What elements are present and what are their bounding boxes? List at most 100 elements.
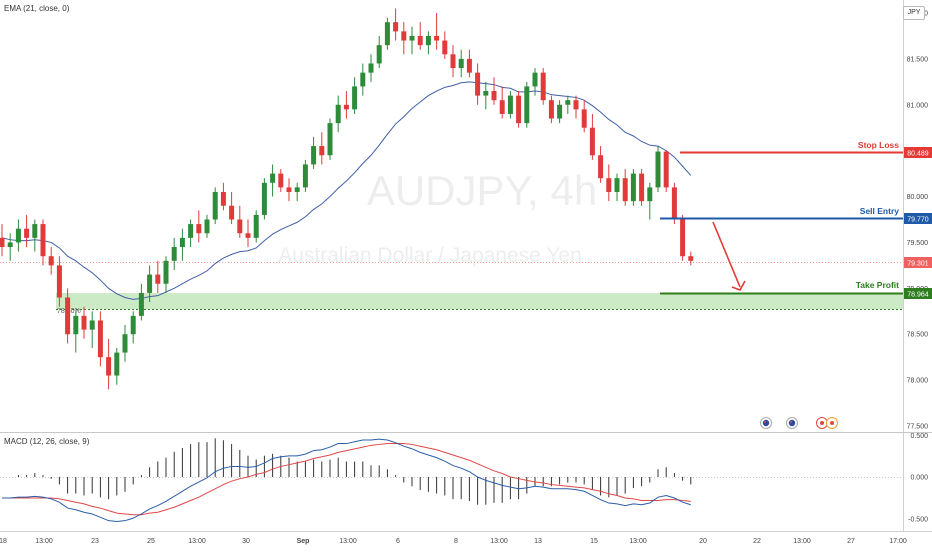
candle: [147, 265, 153, 303]
candle: [671, 182, 677, 225]
candle: [261, 178, 267, 220]
candle: [237, 205, 243, 238]
candle: [573, 95, 579, 119]
candle: [458, 49, 464, 78]
candle: [680, 214, 686, 261]
candle: [311, 136, 317, 170]
price-axis-label: 78.000: [907, 378, 929, 385]
candle: [327, 118, 333, 160]
symbol-badge[interactable]: JPY: [903, 6, 925, 20]
candle: [376, 35, 382, 69]
candle: [425, 31, 431, 55]
candle: [483, 81, 489, 110]
macd-signal-line: [2, 443, 691, 516]
candle: [204, 214, 210, 238]
candle: [352, 77, 358, 114]
event-flag-au-2[interactable]: [786, 417, 798, 429]
macd-lines: [2, 438, 691, 523]
candle: [507, 91, 513, 119]
macd-indicator-label[interactable]: MACD (12, 26, close, 9): [4, 437, 90, 446]
last-price-tag: [904, 257, 932, 268]
time-axis-label: 22: [753, 538, 761, 545]
stop-loss-tag-value: 80.489: [907, 151, 929, 158]
sell-entry-label: Sell Entry: [860, 206, 899, 216]
candle: [302, 159, 308, 192]
time-axis-label: 15: [590, 538, 598, 545]
candle: [475, 63, 481, 105]
candle: [7, 233, 13, 261]
projection-arrow-icon: [712, 221, 746, 291]
candle: [442, 31, 448, 59]
candle: [516, 91, 522, 128]
candle: [24, 214, 30, 248]
candle: [48, 247, 54, 275]
take-profit-tag-value: 78.964: [907, 292, 929, 299]
price-axis-label: 79.500: [907, 240, 929, 247]
candle: [229, 191, 235, 225]
candle: [630, 169, 636, 206]
macd-axis-label: 0.500: [910, 433, 928, 440]
candle: [89, 311, 95, 348]
price-axis-label: 80.000: [907, 194, 929, 201]
sell-entry-tag-value: 79.770: [907, 217, 929, 224]
macd-axis[interactable]: 0.500 0.000 -0.500: [908, 433, 928, 524]
candle: [655, 146, 661, 192]
time-axis-label: 8: [454, 538, 458, 545]
watermark-symbol: AUDJPY, 4h: [367, 167, 597, 214]
time-axis-label: 6: [396, 538, 400, 545]
candle: [171, 237, 177, 270]
time-axis-label: 20: [699, 538, 707, 545]
price-axis-label: 78.500: [907, 332, 929, 339]
candle: [466, 49, 472, 78]
candle: [278, 169, 284, 192]
candle: [491, 77, 497, 105]
candle: [97, 311, 103, 367]
time-axis-label: 13:00: [35, 538, 53, 545]
take-profit-tag: [904, 288, 932, 299]
candle: [0, 224, 5, 257]
candle: [499, 86, 505, 119]
time-axis[interactable]: 18 13:00 23 25 13:00 30 Sep 13:00 6 8 13:00 13 15 13:…: [0, 538, 907, 545]
sell-entry-tag: [904, 213, 932, 224]
candle: [417, 22, 423, 50]
time-axis-label: 25: [147, 538, 155, 545]
candle: [15, 219, 21, 252]
event-flag-jp-2[interactable]: [826, 417, 838, 429]
candle: [581, 100, 587, 133]
candle: [245, 219, 251, 248]
candle: [565, 95, 571, 114]
price-axis-label: 81.000: [907, 102, 929, 109]
candle: [368, 54, 374, 82]
candle: [548, 95, 554, 124]
ema-indicator-label[interactable]: EMA (21, close, 0): [4, 4, 70, 13]
candle: [647, 182, 653, 220]
time-axis-label: Sep: [297, 538, 310, 545]
candle: [32, 219, 38, 252]
candle: [319, 132, 325, 165]
event-flag-au-1[interactable]: [760, 417, 772, 429]
stop-loss-label: Stop Loss: [858, 140, 899, 150]
time-axis-label: 13:00: [629, 538, 647, 545]
support-zone[interactable]: [56, 293, 903, 309]
time-axis-label: 18: [0, 538, 7, 545]
time-axis-label: 23: [91, 538, 99, 545]
candlestick-series: [0, 8, 694, 390]
candle: [343, 91, 349, 119]
candle: [335, 95, 341, 133]
time-axis-label: 27: [847, 538, 855, 545]
time-axis-label: 13:00: [490, 538, 508, 545]
candle: [401, 22, 407, 55]
candle: [253, 210, 259, 243]
candle: [532, 68, 538, 96]
candle: [606, 164, 612, 202]
macd-line: [2, 438, 691, 523]
candle: [163, 256, 169, 293]
candle: [188, 219, 194, 248]
candle: [106, 338, 112, 390]
watermark-name: Australian Dollar / Japanese Yen: [278, 244, 582, 267]
event-flag-jp-1[interactable]: [816, 417, 828, 429]
candle: [114, 347, 120, 385]
time-axis-label: 13:00: [188, 538, 206, 545]
